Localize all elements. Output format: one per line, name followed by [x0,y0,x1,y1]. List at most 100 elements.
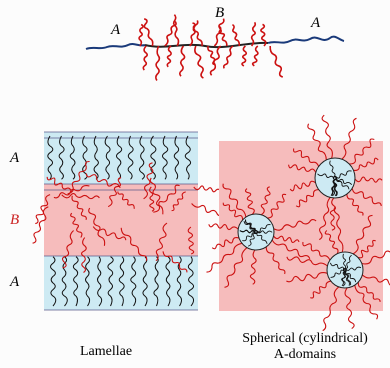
lamella-label-a-bottom: A [10,274,20,290]
a-chain [127,135,134,180]
a-chain [61,256,68,307]
corona-chain [351,188,382,206]
corona-chain [273,235,300,244]
corona-chain [286,272,328,283]
corona-chain [357,282,381,302]
a-chain [72,256,79,307]
corona-chain [224,247,248,288]
side-chain [250,21,257,47]
b-chain [149,186,155,212]
corona-chain [357,239,376,259]
a-chain [173,135,180,180]
corona-chain [273,219,317,231]
b-chain [120,227,148,261]
b-chain [71,195,87,220]
corona-chain [288,164,317,173]
spherical-chains [206,114,390,332]
corona-chain [349,138,375,165]
b-chain [193,185,221,193]
core-chain [333,175,338,197]
corona-chain [244,188,255,215]
a-chain [107,256,114,307]
corona-chain [341,117,357,160]
corona-chain [307,123,327,161]
side-chain [178,45,186,77]
side-chain [143,18,154,47]
corona-chain [310,280,331,299]
spherical-caption-line1: Spherical (cylindrical) [242,331,368,346]
a-chain [58,135,65,180]
spherical-panel [206,114,390,332]
core-chain [330,269,347,278]
corona-chain [329,197,337,231]
lamella-label-b: B [10,212,20,228]
molecule-label-b: B [215,5,225,21]
spherical-caption-line2: A-domains [273,347,337,362]
side-chain [269,45,284,78]
b-chain [88,207,106,246]
a-chain [187,256,195,307]
side-chain [192,22,203,47]
corona-chain [249,249,257,285]
b-chain [61,230,74,269]
a-chain [184,135,192,180]
corona-chain [286,256,328,267]
lamellae-panel [32,131,229,311]
b-chain [149,177,164,215]
b-chain [143,162,154,200]
b-chain [70,212,83,238]
corona-chain [267,193,287,219]
corona-chain [260,186,271,216]
b-chain [92,226,127,241]
a-chain [50,256,57,307]
corona-chain [353,157,379,171]
a-block-left [85,43,146,50]
side-chain [260,23,267,47]
core-chain [244,219,258,234]
side-chain [138,23,144,47]
a-chain [47,135,54,180]
molecule-label-a-left: A [111,22,121,38]
a-chain [82,135,88,180]
a-chain [116,135,123,180]
core-chain [343,267,350,286]
corona-chain [333,206,344,253]
b-chain [46,176,73,193]
a-chain [162,135,169,180]
a-chain [69,135,76,180]
corona-chain [208,223,239,231]
b-chain [187,226,195,255]
lamella-label-a-top: A [10,150,20,166]
a-domain-sphere [314,157,356,199]
corona-chain [222,202,244,221]
corona-chain [322,286,340,332]
side-chain [194,45,204,79]
side-chain [172,14,180,47]
a-block-right [267,35,345,44]
corona-chain [295,189,319,208]
b-chain [155,222,168,262]
a-chain [96,256,103,307]
corona-chain [354,284,379,320]
corona-chain [361,250,390,265]
b-chain [67,160,90,195]
side-chain [213,18,225,47]
a-chain [93,135,99,180]
side-chain [155,45,161,81]
a-chain [150,135,157,180]
side-chain [166,45,172,68]
corona-chain [344,287,355,330]
corona-chain [361,274,390,286]
corona-chain [222,183,247,218]
lamellae-chains [32,135,229,307]
b-chain [162,251,188,273]
b-chain [117,191,135,209]
a-chain [118,256,125,307]
lamella-interfaces [44,131,198,311]
corona-chain [321,114,333,159]
side-chain [251,45,259,67]
side-chain [218,25,228,47]
b-chain [53,185,90,199]
b-chain [85,173,121,189]
